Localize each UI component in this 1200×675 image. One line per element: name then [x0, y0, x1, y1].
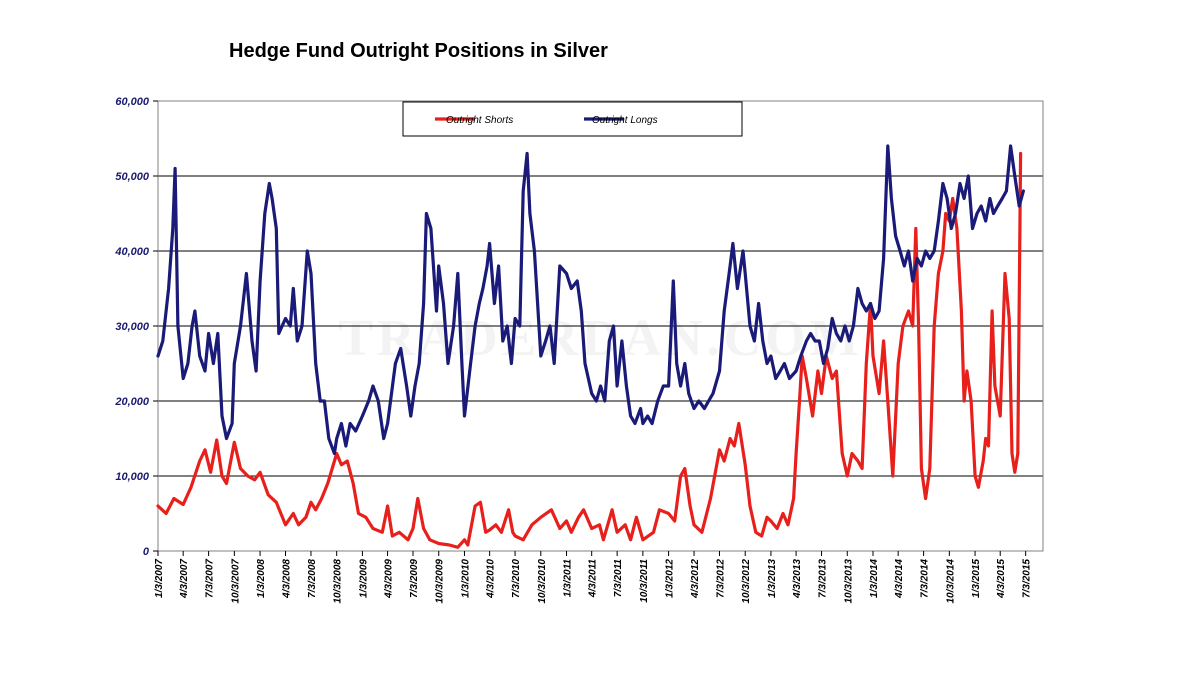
watermark: TRADERDAN.COM: [338, 310, 862, 367]
y-tick-label: 60,000: [115, 96, 150, 108]
x-tick-label: 1/3/2015: [971, 559, 982, 598]
x-tick-label: 4/3/2012: [690, 559, 701, 599]
series-line-outright-longs: [156, 144, 1026, 456]
x-tick-label: 7/3/2012: [715, 559, 726, 598]
x-tick-label: 10/3/2009: [435, 559, 446, 604]
y-tick-label: 40,000: [114, 246, 150, 258]
x-tick-label: 10/3/2007: [230, 559, 241, 604]
series-line-outright-shorts: [156, 151, 1023, 549]
x-tick-label: 4/3/2011: [588, 559, 599, 599]
x-tick-label: 1/3/2011: [563, 559, 574, 598]
gridlines: [158, 175, 1043, 477]
y-axis: 0 10,000 20,000 30,000 40,000 50,000 60,000: [114, 96, 158, 558]
y-tick-label: 20,000: [114, 396, 150, 408]
x-tick-label: 7/3/2009: [409, 559, 420, 598]
x-tick-label: 10/3/2010: [537, 559, 548, 604]
x-tick-label: 4/3/2010: [486, 559, 497, 599]
x-tick-label: 7/3/2014: [920, 559, 931, 598]
legend-label: Outright Longs: [592, 115, 658, 126]
x-tick-label: 4/3/2009: [384, 559, 395, 599]
x-tick-label: 4/3/2008: [282, 559, 293, 599]
x-axis: 1/3/2007 4/3/2007 7/3/2007 10/3/2007 1/3/200…: [154, 551, 1033, 604]
x-tick-label: 1/3/2010: [460, 559, 471, 598]
x-tick-label: 4/3/2013: [792, 559, 803, 599]
y-tick-label: 0: [143, 546, 150, 558]
x-tick-label: 1/3/2012: [665, 559, 676, 598]
watermark-text: TRADERDAN.COM: [338, 310, 862, 367]
y-tick-label: 10,000: [115, 471, 150, 483]
x-tick-label: 1/3/2008: [256, 559, 267, 598]
x-tick-label: 4/3/2014: [894, 559, 905, 599]
x-tick-label: 1/3/2007: [154, 559, 165, 598]
x-tick-label: 10/3/2012: [741, 559, 752, 604]
x-tick-label: 7/3/2011: [613, 559, 624, 598]
x-tick-label: 7/3/2008: [307, 559, 318, 598]
chart-title: Hedge Fund Outright Positions in Silver: [229, 40, 608, 62]
x-tick-label: 10/3/2011: [639, 559, 650, 603]
y-tick-label: 50,000: [115, 171, 150, 183]
x-tick-label: 7/3/2013: [818, 559, 829, 598]
series-lines: [156, 144, 1026, 549]
x-tick-label: 1/3/2014: [869, 559, 880, 598]
legend: Outright Shorts Outright Longs: [402, 101, 743, 137]
x-tick-label: 7/3/2007: [205, 559, 216, 598]
x-tick-label: 7/3/2010: [511, 559, 522, 598]
x-tick-label: 1/3/2013: [767, 559, 778, 598]
x-tick-label: 1/3/2009: [358, 559, 369, 598]
x-tick-label: 10/3/2013: [843, 559, 854, 604]
x-tick-label: 4/3/2007: [179, 559, 190, 599]
y-tick-label: 30,000: [115, 321, 150, 333]
x-tick-label: 7/3/2015: [1022, 559, 1033, 598]
legend-label: Outright Shorts: [446, 115, 513, 126]
x-tick-label: 4/3/2015: [996, 559, 1007, 599]
x-tick-label: 10/3/2008: [333, 559, 344, 604]
x-tick-label: 10/3/2014: [945, 559, 956, 604]
